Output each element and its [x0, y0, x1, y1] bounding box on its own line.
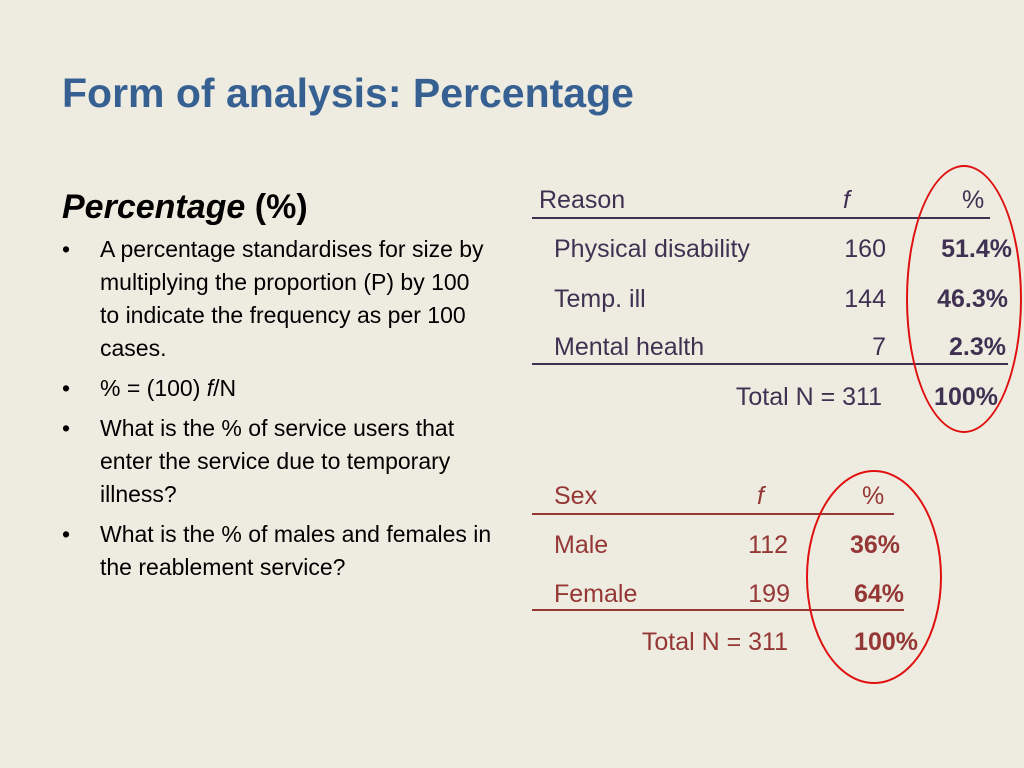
bullet-text: What is the % of males and females in th…: [100, 521, 492, 580]
bottom-rule: [532, 609, 904, 611]
bullet-item: What is the % of service users that ente…: [62, 412, 492, 511]
highlight-oval-reason: [906, 165, 1022, 433]
slide-title: Form of analysis: Percentage: [62, 70, 634, 116]
row-label: Male: [554, 531, 609, 559]
total-label: Total N = 311: [641, 628, 788, 656]
subtitle-rest: (%): [245, 188, 308, 226]
formula-prefix: % = (100): [100, 375, 207, 401]
subtitle-italic: Percentage: [62, 188, 246, 226]
row-f: 144: [844, 285, 886, 313]
row-label: Temp. ill: [554, 285, 646, 313]
header-f: f: [843, 186, 850, 214]
header-sex: Sex: [554, 482, 598, 510]
section-subtitle: Percentage (%): [62, 188, 492, 227]
total-label: Total N = 311: [735, 383, 882, 411]
header-f: f: [757, 482, 764, 510]
left-column: Percentage (%) A percentage standardises…: [62, 188, 492, 591]
row-label: Female: [554, 580, 638, 608]
formula-f: f: [206, 375, 214, 401]
formula-suffix: /N: [213, 375, 237, 401]
row-label: Mental health: [554, 333, 705, 361]
row-f: 199: [748, 580, 790, 608]
bullet-text: A percentage standardises for size by mu…: [100, 236, 484, 361]
row-f: 160: [844, 235, 886, 263]
highlight-oval-sex: [806, 470, 942, 684]
bullet-text: What is the % of service users that ente…: [100, 415, 455, 507]
row-label: Physical disability: [554, 235, 750, 263]
row-f: 112: [748, 531, 788, 559]
bottom-rule: [532, 363, 1008, 365]
header-rule: [532, 513, 894, 515]
header-rule: [532, 217, 990, 219]
bullet-item: What is the % of males and females in th…: [62, 518, 492, 584]
bullet-item: % = (100) f/N: [62, 372, 492, 405]
bullet-item: A percentage standardises for size by mu…: [62, 233, 492, 365]
bullet-list: A percentage standardises for size by mu…: [62, 233, 492, 584]
row-f: 7: [872, 333, 886, 361]
header-reason: Reason: [539, 186, 626, 214]
